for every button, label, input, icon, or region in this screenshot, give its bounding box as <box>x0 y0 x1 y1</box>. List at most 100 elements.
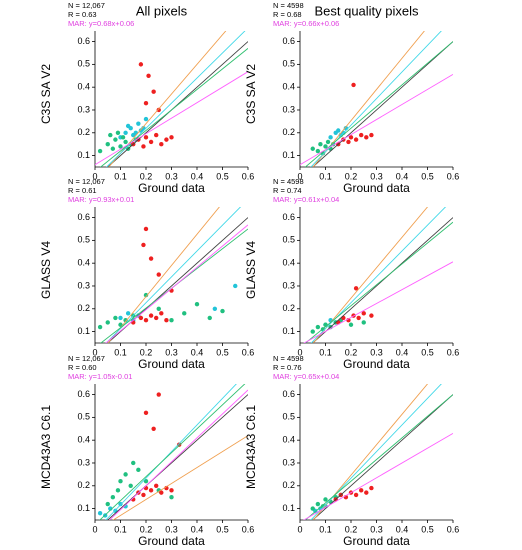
y-axis-label: MCD43A3 C6.1 <box>244 405 258 489</box>
fit-line <box>303 432 453 520</box>
y-tick-label: 0.2 <box>77 127 90 137</box>
y-axis-label: GLASS V4 <box>39 241 53 299</box>
annotation: N = 4598 <box>273 177 304 186</box>
point <box>169 317 174 323</box>
x-tick-label: 0 <box>92 347 97 357</box>
point <box>123 317 128 323</box>
y-tick-label: 0.6 <box>77 389 90 399</box>
x-tick-label: 0.5 <box>216 171 229 181</box>
x-tick-label: 0.2 <box>140 347 153 357</box>
y-tick-label: 0.4 <box>77 435 90 445</box>
annotation: N = 4598 <box>273 1 304 10</box>
point <box>233 283 238 289</box>
x-tick-label: 0.6 <box>447 171 460 181</box>
point <box>325 139 331 145</box>
x-tick-label: 0 <box>297 347 302 357</box>
point <box>361 320 366 325</box>
point <box>143 100 149 106</box>
y-tick-label: 0.2 <box>77 303 90 313</box>
point <box>194 302 200 307</box>
point <box>105 320 110 325</box>
y-tick-label: 0.6 <box>282 36 295 46</box>
y-tick-label: 0.4 <box>77 82 90 92</box>
y-axis-label: C3S SA V2 <box>39 64 53 124</box>
annotation: MAR: y=0.61x+0.04 <box>273 195 339 204</box>
x-tick-label: 0.6 <box>242 347 255 357</box>
point <box>143 410 149 416</box>
point <box>159 311 164 316</box>
fit-line <box>99 48 248 167</box>
point <box>220 308 225 314</box>
x-tick-label: 0.6 <box>447 524 460 534</box>
point <box>128 483 133 488</box>
panel: Best quality pixels C3S SA V2 Ground data N… <box>244 1 460 195</box>
point <box>125 311 131 316</box>
x-tick-label: 0.1 <box>319 524 332 534</box>
fit-line <box>105 224 248 343</box>
point <box>328 135 333 140</box>
y-tick-label: 0.1 <box>282 150 295 160</box>
fit-line <box>304 394 453 520</box>
annotation: MAR: y=0.66x+0.06 <box>273 19 339 28</box>
point <box>151 426 156 431</box>
y-tick-label: 0.3 <box>77 457 90 467</box>
y-tick-label: 0.2 <box>282 127 295 137</box>
x-tick-label: 0.1 <box>319 347 332 357</box>
x-tick-label: 0.5 <box>216 524 229 534</box>
point <box>154 315 159 321</box>
fit-line <box>107 394 248 520</box>
x-tick-label: 0.3 <box>165 524 178 534</box>
point <box>154 483 159 488</box>
point <box>310 329 315 334</box>
point <box>110 146 116 151</box>
x-tick-label: 0.5 <box>421 524 434 534</box>
point <box>97 324 103 330</box>
y-tick-label: 0.5 <box>282 235 295 245</box>
x-tick-label: 0.3 <box>370 524 383 534</box>
point <box>156 107 161 113</box>
x-axis-label: Ground data <box>138 181 205 195</box>
point <box>131 320 136 325</box>
plot-area <box>303 207 453 343</box>
panel-title: Best quality pixels <box>314 3 419 18</box>
annotation: MAR: y=1.05x-0.01 <box>68 372 132 381</box>
x-tick-label: 0.2 <box>140 171 153 181</box>
x-tick-label: 0.6 <box>242 171 255 181</box>
annotation: R = 0.74 <box>273 186 302 195</box>
y-tick-label: 0.1 <box>282 503 295 513</box>
point <box>315 148 321 154</box>
y-tick-label: 0.5 <box>77 235 90 245</box>
point <box>118 144 123 149</box>
y-tick-label: 0.4 <box>282 82 295 92</box>
y-tick-label: 0.6 <box>77 212 90 222</box>
point <box>156 272 161 277</box>
fit-line <box>112 435 248 520</box>
point <box>105 141 110 147</box>
y-axis-label: C3S SA V2 <box>244 64 258 124</box>
y-tick-label: 0.2 <box>282 480 295 490</box>
point <box>123 472 128 477</box>
y-tick-label: 0.3 <box>77 104 90 114</box>
point <box>315 501 321 507</box>
point <box>353 286 359 291</box>
y-tick-label: 0.4 <box>77 258 90 268</box>
point <box>323 144 328 149</box>
y-tick-label: 0.3 <box>282 457 295 467</box>
y-tick-label: 0.1 <box>77 503 90 513</box>
y-tick-label: 0.2 <box>77 480 90 490</box>
x-tick-label: 0.1 <box>114 347 127 357</box>
point <box>146 73 151 78</box>
point <box>115 130 121 135</box>
fit-line <box>312 384 429 520</box>
point <box>351 82 356 88</box>
fit-line <box>312 41 453 167</box>
point <box>143 135 149 140</box>
y-tick-label: 0.5 <box>77 412 90 422</box>
fit-line <box>304 221 453 343</box>
point <box>207 315 212 321</box>
point <box>118 501 123 507</box>
point <box>359 488 364 493</box>
